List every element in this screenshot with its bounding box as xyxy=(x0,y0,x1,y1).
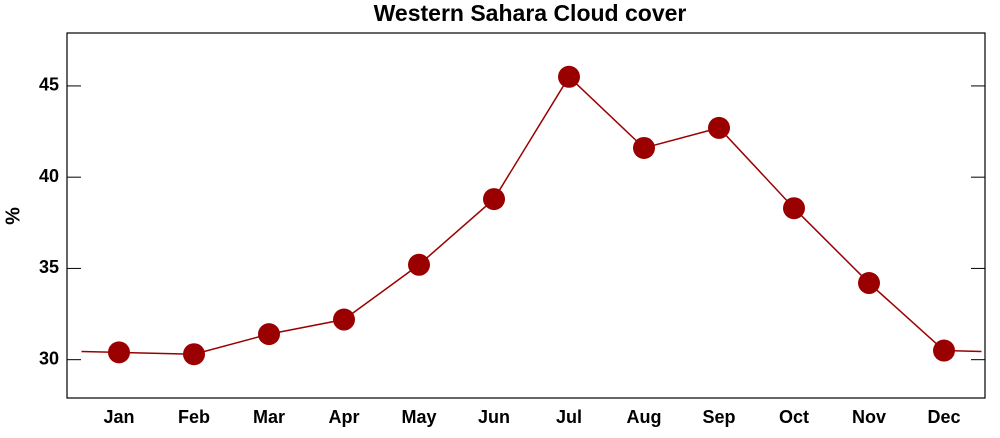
marker xyxy=(633,136,655,159)
marker xyxy=(858,272,880,295)
line xyxy=(118,75,945,355)
marker xyxy=(483,188,505,211)
x-tick-label: Jun xyxy=(478,407,510,427)
x-tick-label: Sep xyxy=(702,407,735,427)
marker xyxy=(333,308,355,331)
x-tick-label: Feb xyxy=(178,407,210,427)
marker xyxy=(933,339,955,362)
x-tick-label: Jul xyxy=(556,407,582,427)
y-tick-label: 45 xyxy=(39,75,59,95)
x-tick-label: Apr xyxy=(329,407,360,427)
y-axis-label: % xyxy=(2,207,24,225)
marker xyxy=(558,65,580,88)
y-tick-label: 40 xyxy=(39,166,59,186)
marker xyxy=(783,197,805,220)
y-tick-label: 30 xyxy=(39,348,59,368)
x-tick-label: Oct xyxy=(779,407,809,427)
marker xyxy=(258,323,280,346)
plot-frame xyxy=(66,32,986,399)
chart-title: Western Sahara Cloud cover xyxy=(374,0,687,26)
marker xyxy=(183,343,205,366)
marker xyxy=(408,253,430,276)
marker xyxy=(108,341,130,364)
x-tick-label: Jan xyxy=(103,407,134,427)
marker xyxy=(708,116,730,139)
x-tick-label: Aug xyxy=(627,407,662,427)
x-tick-label: Mar xyxy=(253,407,285,427)
x-tick-label: Dec xyxy=(927,407,960,427)
x-tick-label: May xyxy=(401,407,436,427)
x-tick-label: Nov xyxy=(852,407,886,427)
y-tick-label: 35 xyxy=(39,257,59,277)
